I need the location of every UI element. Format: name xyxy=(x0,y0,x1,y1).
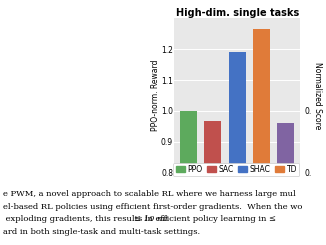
Bar xyxy=(229,52,246,245)
Y-axis label: Normalized Score: Normalized Score xyxy=(313,62,322,129)
Bar xyxy=(180,111,197,245)
Bar xyxy=(204,121,221,245)
Text: ard in both single-task and multi-task settings.: ard in both single-task and multi-task s… xyxy=(3,228,200,236)
Title: High-dim. single tasks: High-dim. single tasks xyxy=(175,8,299,18)
Text: ≤ 10 mi: ≤ 10 mi xyxy=(134,215,168,223)
Y-axis label: PPO-norm. Reward: PPO-norm. Reward xyxy=(151,60,159,131)
Bar xyxy=(277,123,294,245)
Text: el-based RL policies using efficient first-order gradients.  When the wo: el-based RL policies using efficient fir… xyxy=(3,203,303,211)
Legend: PPO, SAC, SHAC, TD: PPO, SAC, SHAC, TD xyxy=(173,163,299,176)
Bar xyxy=(253,29,270,245)
Text: e PWM, a novel approach to scalable RL where we harness large mul: e PWM, a novel approach to scalable RL w… xyxy=(3,190,296,198)
Text: exploding gradients, this results in efficient policy learning in ≤: exploding gradients, this results in eff… xyxy=(3,215,276,223)
